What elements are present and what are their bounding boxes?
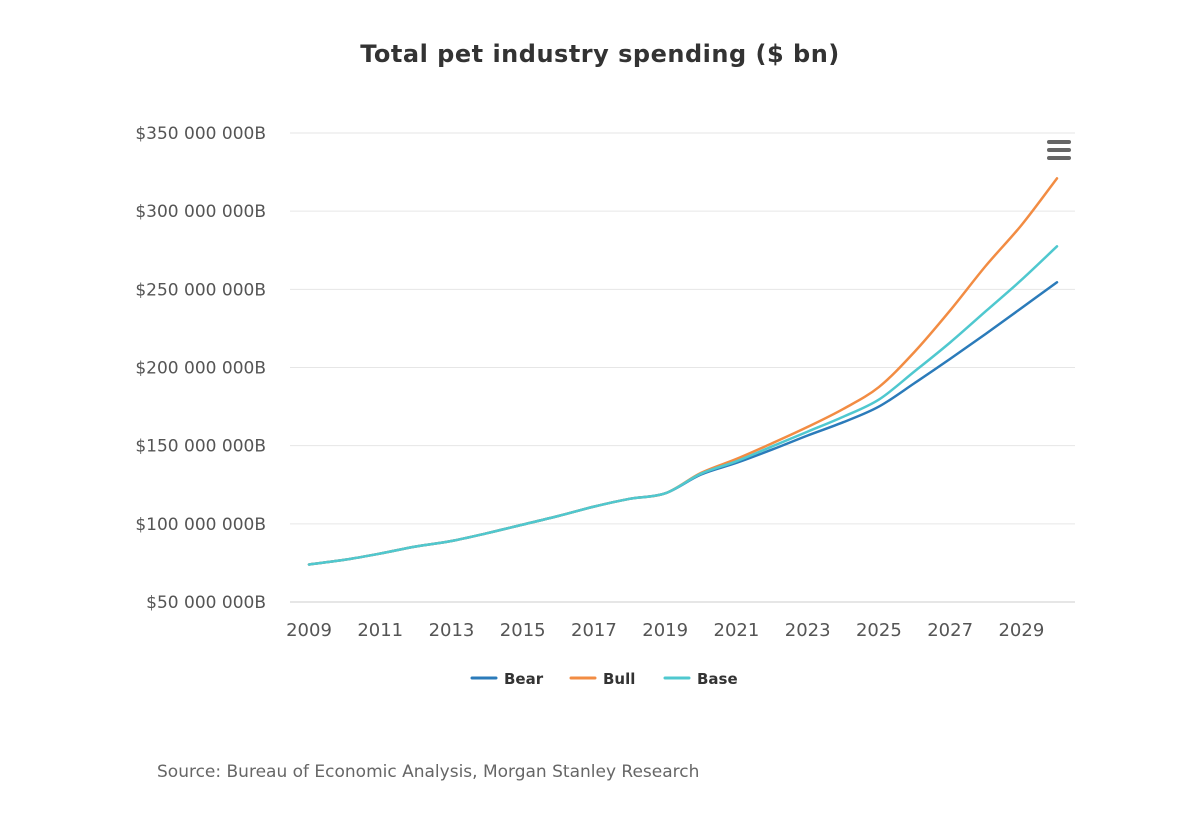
legend[interactable]: Bear Bull Base [470,670,738,688]
y-tick-label: $50 000 000B [146,593,266,613]
y-tick-label: $200 000 000B [135,359,266,379]
menu-bar-top [1047,140,1071,144]
series-line-bear[interactable] [307,281,1059,566]
y-tick-label: $300 000 000B [135,202,266,222]
x-tick-label: 2019 [642,620,688,641]
x-tick-label: 2017 [571,620,617,641]
chart-menu-button[interactable] [1042,136,1076,166]
menu-bar-middle [1047,148,1071,152]
y-tick-label: $350 000 000B [135,124,266,144]
legend-item-bull[interactable]: Bull [569,670,635,688]
x-tick-label: 2023 [785,620,831,641]
y-tick-label: $150 000 000B [135,437,266,457]
y-tick-label: $250 000 000B [135,280,266,300]
series-line-base[interactable] [307,245,1059,566]
x-tick-label: 2009 [286,620,332,641]
gridlines [290,132,1075,603]
legend-label: Base [697,670,738,688]
legend-label: Bull [603,670,635,688]
y-axis-ticks: $50 000 000B $100 000 000B $150 000 000B $2… [135,124,266,613]
hamburger-menu-icon[interactable] [1047,140,1071,160]
x-tick-label: 2011 [357,620,403,641]
legend-label: Bear [504,670,544,688]
x-axis-ticks: 2009 2011 2013 2015 2017 2019 2021 2023 2025 2027… [286,620,1044,641]
x-tick-label: 2013 [429,620,475,641]
menu-bar-bottom [1047,156,1071,160]
series-lines [307,177,1059,566]
x-tick-label: 2021 [714,620,760,641]
series-line-bull[interactable] [307,177,1059,566]
legend-item-base[interactable]: Base [663,670,738,688]
legend-item-bear[interactable]: Bear [470,670,544,688]
chart-title: Total pet industry spending ($ bn) [360,40,840,68]
x-tick-label: 2027 [927,620,973,641]
x-tick-label: 2025 [856,620,902,641]
source-note: Source: Bureau of Economic Analysis, Mor… [157,762,700,782]
x-tick-label: 2015 [500,620,546,641]
y-tick-label: $100 000 000B [135,515,266,535]
x-tick-label: 2029 [998,620,1044,641]
